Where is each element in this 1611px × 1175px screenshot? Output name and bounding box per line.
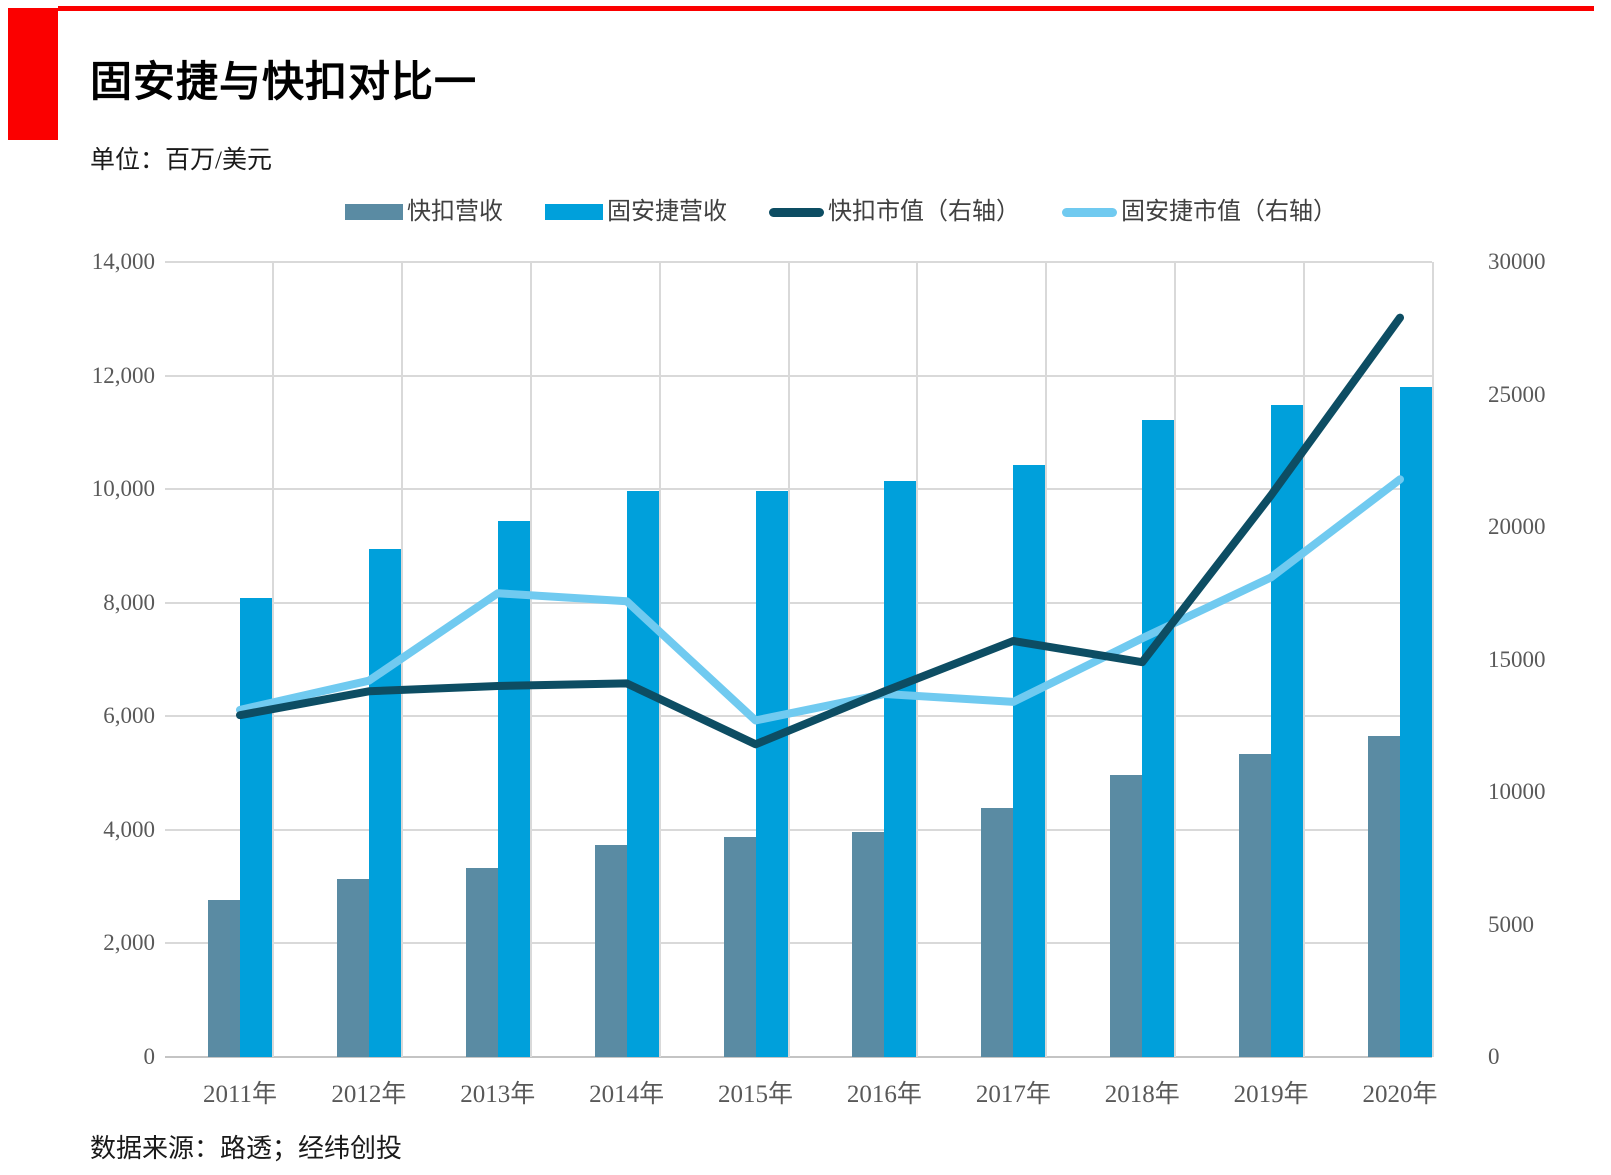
bar-快扣营收 <box>208 899 240 1057</box>
left-tick-label: 14,000 <box>91 249 155 274</box>
bar-固安捷营收 <box>240 598 272 1057</box>
legend-item-label: 快扣营收 <box>407 198 503 225</box>
h-gridline <box>165 942 1432 945</box>
legend-item: 固安捷市值（右轴） <box>1062 200 1337 224</box>
legend-item-label: 固安捷营收 <box>607 198 727 225</box>
h-gridline <box>165 261 1432 263</box>
v-gridline <box>1174 262 1177 1057</box>
x-tick-label: 2012年 <box>331 1081 407 1108</box>
right-tick-label: 20000 <box>1488 514 1546 539</box>
v-gridline <box>916 262 919 1057</box>
line-快扣市值（右轴） <box>236 313 1405 749</box>
bar-固安捷营收 <box>1271 404 1304 1057</box>
bar-固安捷营收 <box>884 481 917 1057</box>
v-gridline <box>529 262 532 1057</box>
left-tick-label: 6,000 <box>103 703 155 729</box>
bar-固安捷营收 <box>626 491 659 1057</box>
bar-固安捷营收 <box>497 521 530 1057</box>
bar-固安捷营收 <box>1013 465 1046 1057</box>
x-tick-label: 2016年 <box>846 1081 922 1108</box>
legend-line-swatch <box>769 207 824 217</box>
left-tick-label: 12,000 <box>91 362 155 388</box>
line-series-layer <box>236 313 1405 749</box>
v-gridline <box>1303 262 1306 1057</box>
bar-快扣营收 <box>852 832 885 1057</box>
page-title: 固安捷与快扣对比一 <box>90 58 478 105</box>
bar-快扣营收 <box>981 807 1014 1057</box>
x-tick-label: 2014年 <box>589 1081 665 1108</box>
bar-快扣营收 <box>594 844 627 1057</box>
right-tick-label: 30000 <box>1488 249 1546 274</box>
right-tick-label: 5000 <box>1488 911 1534 937</box>
chart-legend: 快扣营收 固安捷营收 快扣市值（右轴） 固安捷市值（右轴） <box>345 200 1337 224</box>
legend-bar-swatch <box>545 204 603 220</box>
h-gridline <box>165 1056 1432 1058</box>
x-tick-label: 2017年 <box>975 1081 1051 1108</box>
bar-固安捷营收 <box>1400 387 1432 1057</box>
v-gridline <box>272 262 274 1057</box>
legend-item: 快扣营收 <box>345 200 503 224</box>
x-tick-label: 2011年 <box>202 1081 278 1108</box>
line-固安捷市值（右轴） <box>236 475 1405 725</box>
v-gridline <box>787 262 790 1057</box>
right-tick-label: 15000 <box>1488 646 1546 672</box>
bar-快扣营收 <box>1239 754 1272 1057</box>
v-gridline <box>658 262 661 1057</box>
v-gridline <box>1045 262 1048 1057</box>
bar-快扣营收 <box>1368 736 1400 1057</box>
bar-快扣营收 <box>336 879 369 1057</box>
bar-快扣营收 <box>723 837 756 1057</box>
legend-item: 快扣市值（右轴） <box>769 200 1020 224</box>
bar-固安捷营收 <box>1142 419 1175 1057</box>
unit-label: 单位：百万/美元 <box>90 147 272 174</box>
legend-item: 固安捷营收 <box>545 200 727 224</box>
left-tick-label: 10,000 <box>91 476 155 502</box>
legend-line-swatch <box>1062 207 1117 217</box>
h-gridline <box>165 374 1432 377</box>
top-accent-rule <box>58 6 1594 11</box>
h-gridline <box>165 715 1432 718</box>
right-tick-label: 0 <box>1488 1044 1500 1069</box>
x-tick-label: 2018年 <box>1104 1081 1180 1108</box>
bar-快扣营收 <box>1110 775 1143 1057</box>
bar-固安捷营收 <box>755 490 788 1057</box>
legend-item-label: 快扣市值（右轴） <box>828 198 1020 225</box>
source-note: 数据来源：路透；经纬创投 <box>90 1134 403 1163</box>
x-tick-label: 2013年 <box>460 1081 536 1108</box>
accent-block <box>8 8 58 140</box>
h-gridline <box>165 828 1432 831</box>
left-tick-label: 8,000 <box>103 589 155 615</box>
x-tick-label: 2019年 <box>1233 1081 1309 1108</box>
bar-快扣营收 <box>465 868 498 1057</box>
x-tick-label: 2020年 <box>1362 1081 1438 1108</box>
right-tick-label: 10000 <box>1488 779 1546 804</box>
left-tick-label: 4,000 <box>103 816 155 842</box>
left-tick-label: 2,000 <box>103 930 155 956</box>
legend-item-label: 固安捷市值（右轴） <box>1121 198 1337 225</box>
legend-bar-swatch <box>345 204 403 220</box>
bar-固安捷营收 <box>368 548 401 1057</box>
v-gridline <box>1432 262 1434 1057</box>
right-tick-label: 25000 <box>1488 381 1546 407</box>
left-tick-label: 0 <box>143 1044 156 1069</box>
h-gridline <box>165 488 1432 491</box>
h-gridline <box>165 601 1432 604</box>
x-tick-label: 2015年 <box>718 1081 794 1108</box>
plot-area <box>165 261 1434 1058</box>
